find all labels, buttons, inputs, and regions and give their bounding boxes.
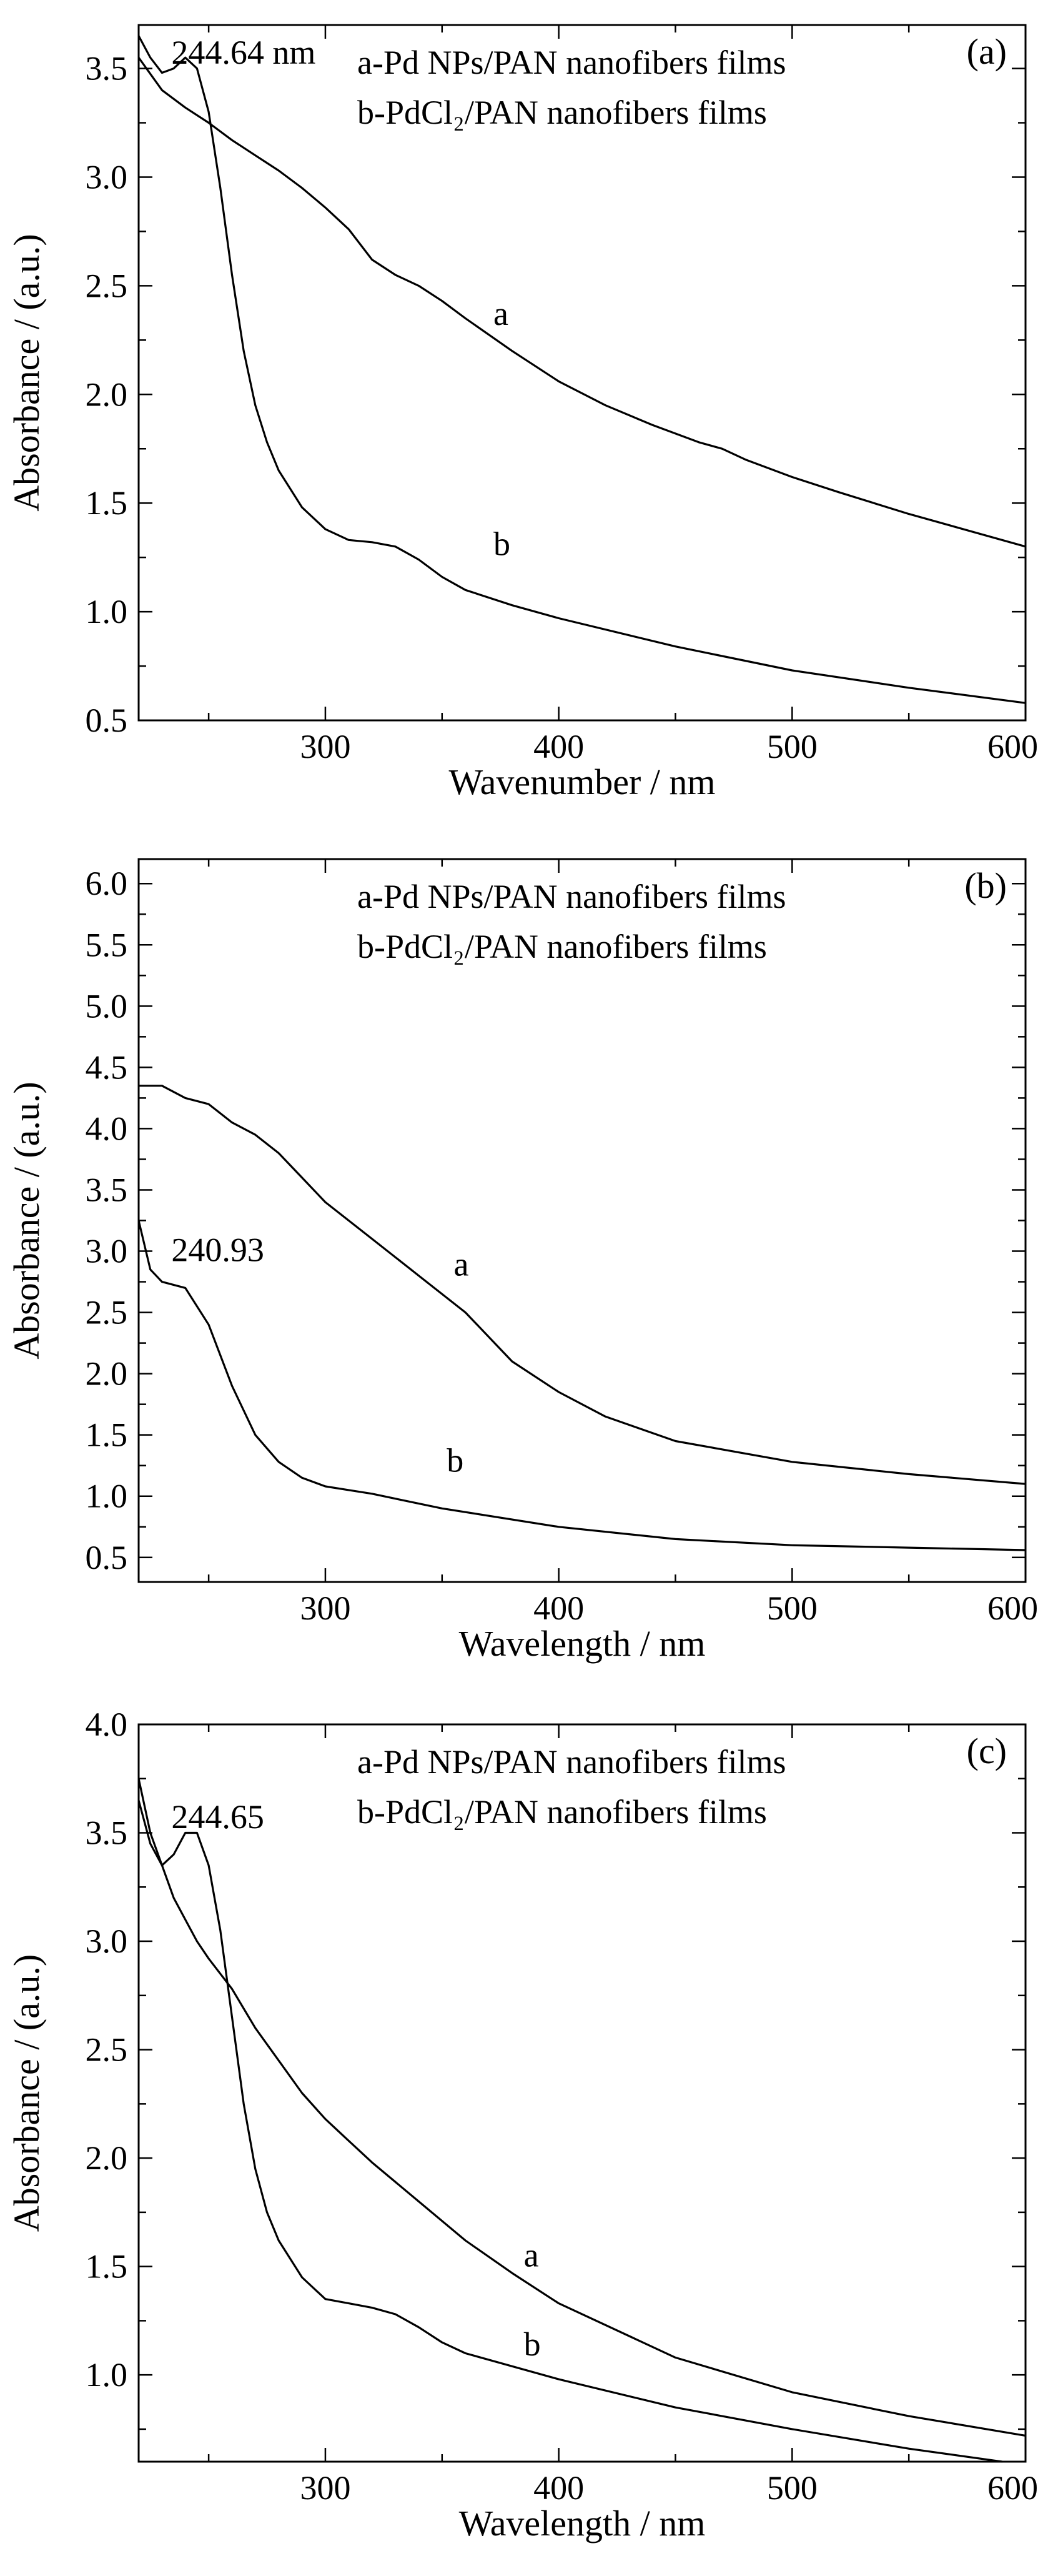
y-tick-label: 1.5 <box>86 2248 128 2285</box>
y-tick-label: 1.0 <box>86 2356 128 2394</box>
plot-frame <box>137 858 1027 1583</box>
x-tick-label: 300 <box>300 1589 350 1627</box>
series-line-b <box>137 35 1026 704</box>
panel-label: (a) <box>967 31 1007 72</box>
y-tick-label: 3.0 <box>86 1922 128 1960</box>
x-axis-label: Wavelength / nm <box>459 2503 706 2544</box>
x-tick-label: 600 <box>987 728 1038 765</box>
y-tick-label: 2.0 <box>86 1355 128 1393</box>
y-tick-label: 5.0 <box>86 987 128 1025</box>
series-line-a <box>137 1800 1026 2437</box>
y-tick-label: 2.5 <box>86 2031 128 2069</box>
plot-frame <box>137 1723 1027 2463</box>
x-axis-label: Wavenumber / nm <box>449 762 716 802</box>
legend-entry-a: a-Pd NPs/PAN nanofibers films <box>357 44 786 81</box>
y-tick-label: 0.5 <box>86 702 128 739</box>
y-tick-label: 1.5 <box>86 1416 128 1454</box>
series-label-a: a <box>493 295 508 332</box>
series-label-b: b <box>447 1442 463 1479</box>
x-tick-label: 400 <box>533 1589 584 1627</box>
series-line-a <box>139 1085 1026 1485</box>
series-label-b: b <box>524 2325 541 2363</box>
y-tick-label: 3.5 <box>86 1171 128 1208</box>
y-tick-label: 6.0 <box>86 865 128 902</box>
y-tick-label: 3.0 <box>86 1233 128 1270</box>
x-tick-label: 400 <box>533 728 584 765</box>
y-tick-label: 4.0 <box>86 1706 128 1743</box>
legend-entry-a: a-Pd NPs/PAN nanofibers films <box>357 878 786 915</box>
y-tick-label: 4.0 <box>86 1110 128 1147</box>
peak-annotation: 244.64 nm <box>171 34 315 71</box>
x-tick-label: 300 <box>300 728 350 765</box>
series-line-b <box>137 1220 1026 1551</box>
y-axis-label: Absorbance / (a.u.) <box>6 1954 47 2232</box>
panel-label: (b) <box>964 865 1007 906</box>
x-tick-label: 500 <box>767 728 818 765</box>
series-label-b: b <box>493 525 510 563</box>
legend-entry-b: b-PdCl₂/PAN nanofibers films <box>357 1793 767 1831</box>
peak-annotation: 240.93 <box>171 1231 264 1268</box>
series-label-a: a <box>453 1246 468 1283</box>
y-tick-label: 1.5 <box>86 484 128 522</box>
legend-entry-b: b-PdCl₂/PAN nanofibers films <box>357 928 767 965</box>
x-tick-label: 400 <box>533 2469 584 2507</box>
y-axis-label: Absorbance / (a.u.) <box>6 1082 47 1360</box>
y-tick-label: 3.5 <box>86 50 128 87</box>
legend-entry-b: b-PdCl₂/PAN nanofibers films <box>357 94 767 131</box>
x-tick-label: 600 <box>987 2469 1038 2507</box>
x-tick-label: 300 <box>300 2469 350 2507</box>
y-tick-label: 4.5 <box>86 1048 128 1086</box>
legend-entry-a: a-Pd NPs/PAN nanofibers films <box>357 1743 786 1781</box>
series-line-b <box>137 1778 1002 2463</box>
series-label-a: a <box>524 2237 539 2274</box>
plot-frame <box>137 24 1027 722</box>
y-tick-label: 2.0 <box>86 375 128 413</box>
peak-annotation: 244.65 <box>171 1798 264 1836</box>
x-tick-label: 500 <box>767 2469 818 2507</box>
x-tick-label: 500 <box>767 1589 818 1627</box>
y-tick-label: 1.0 <box>86 1478 128 1515</box>
chart-panel-c: 300 400 500 600 1.0 1.5 2.0 2.5 3.0 3.5 4.0 Wavelen… <box>6 1706 1038 2544</box>
x-tick-label: 600 <box>987 1589 1038 1627</box>
y-tick-label: 2.0 <box>86 2139 128 2177</box>
y-tick-label: 0.5 <box>86 1539 128 1576</box>
chart-panel-a: 300 400 500 600 0.5 1.0 1.5 2.0 2.5 3.0 3.5 Wavenum… <box>6 24 1038 802</box>
y-tick-label: 5.5 <box>86 926 128 963</box>
y-tick-label: 1.0 <box>86 593 128 630</box>
y-tick-label: 3.0 <box>86 158 128 196</box>
y-tick-label: 2.5 <box>86 267 128 304</box>
y-tick-label: 2.5 <box>86 1294 128 1331</box>
y-tick-label: 3.5 <box>86 1814 128 1852</box>
series-line-a <box>137 57 1026 548</box>
x-axis-label: Wavelength / nm <box>459 1623 706 1664</box>
y-axis-label: Absorbance / (a.u.) <box>6 234 47 512</box>
chart-panel-b: 300 400 500 600 0.5 1.0 1.5 2.0 2.5 3.0 3.5 4.0 4.5 5… <box>6 858 1038 1664</box>
panel-label: (c) <box>967 1731 1007 1771</box>
